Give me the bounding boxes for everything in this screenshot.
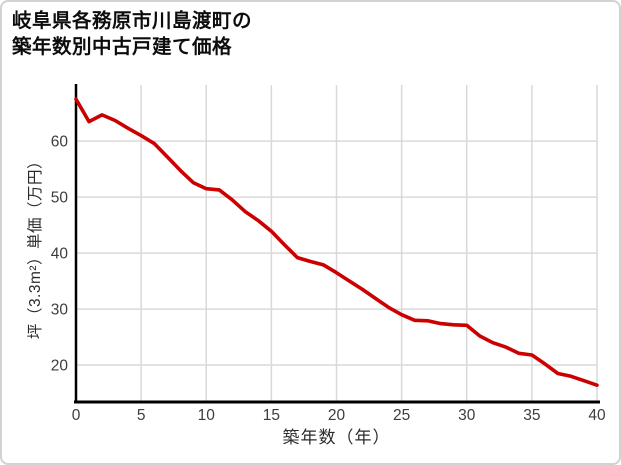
x-tick-label: 5 — [137, 407, 146, 424]
x-tick-label: 15 — [263, 407, 280, 424]
y-tick-label: 40 — [51, 246, 69, 263]
y-tick-label: 60 — [51, 134, 69, 151]
x-tick-label: 10 — [198, 407, 216, 424]
chart-title-line1: 岐阜県各務原市川島渡町の — [12, 10, 253, 32]
x-tick-label: 20 — [328, 407, 346, 424]
x-axis-title: 築年数（年） — [282, 428, 391, 447]
y-axis-title: 坪（3.3m²）単価（万円） — [27, 152, 44, 340]
x-tick-label: 0 — [72, 407, 81, 424]
y-tick-label: 20 — [51, 358, 69, 375]
price-line — [74, 97, 599, 388]
x-tick-label: 25 — [393, 407, 410, 424]
y-tick-label: 50 — [51, 190, 69, 207]
x-tick-label: 30 — [458, 407, 476, 424]
chart-title: 岐阜県各務原市川島渡町の 築年数別中古戸建て価格 — [12, 8, 252, 60]
chart-title-line2: 築年数別中古戸建て価格 — [12, 36, 233, 58]
x-tick-label: 35 — [523, 407, 540, 424]
x-tick-label: 40 — [588, 407, 606, 424]
y-tick-label: 30 — [51, 302, 69, 319]
